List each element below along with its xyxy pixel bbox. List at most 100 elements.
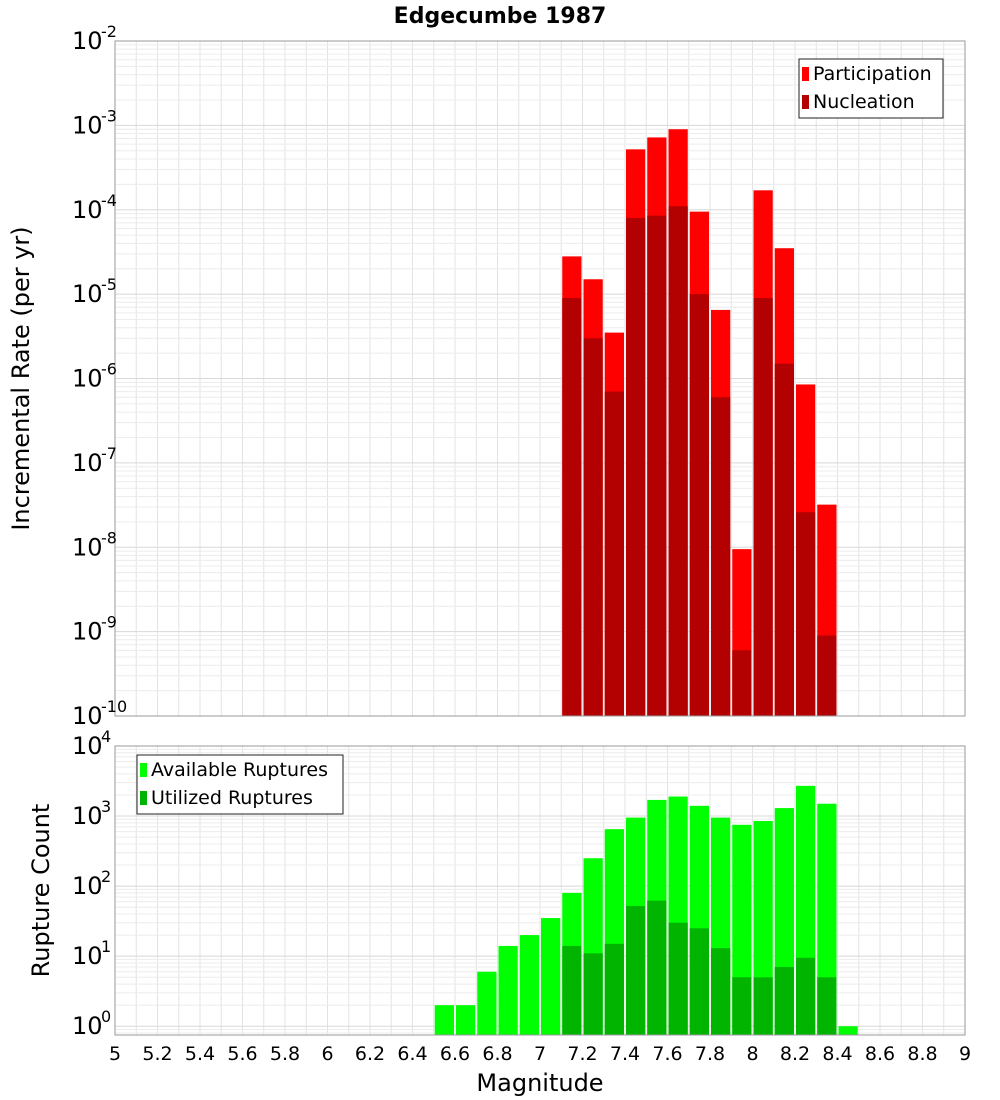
x-tick-label: 5.8 bbox=[270, 1043, 300, 1065]
y-tick-label: 10 bbox=[72, 942, 103, 970]
y-tick-label: 10 bbox=[72, 1012, 103, 1040]
bar-nucleation bbox=[774, 363, 794, 716]
y-tick-label: 10 bbox=[72, 702, 103, 730]
x-tick-label: 6.6 bbox=[440, 1043, 470, 1065]
y-tick-label: 10 bbox=[72, 280, 103, 308]
bar-utilized-ruptures bbox=[796, 957, 816, 1035]
x-tick-label: 5.2 bbox=[142, 1043, 172, 1065]
y-tick-label: 10 bbox=[72, 365, 103, 393]
y-tick-exponent: -8 bbox=[101, 528, 117, 547]
y-tick-exponent: 0 bbox=[101, 1007, 111, 1026]
bar-nucleation bbox=[711, 397, 731, 716]
bar-nucleation bbox=[796, 512, 816, 716]
rate-grid bbox=[114, 41, 966, 717]
legend-swatch bbox=[802, 67, 809, 81]
y-tick-label: 10 bbox=[72, 732, 103, 760]
y-tick-exponent: -6 bbox=[101, 360, 117, 379]
y-tick-exponent: 1 bbox=[101, 937, 111, 956]
bar-utilized-ruptures bbox=[604, 943, 624, 1035]
bar-nucleation bbox=[689, 294, 709, 716]
legend-swatch bbox=[802, 95, 809, 109]
bar-nucleation bbox=[817, 635, 837, 716]
bar-utilized-ruptures bbox=[753, 977, 773, 1035]
bar-available-ruptures bbox=[838, 1026, 858, 1035]
rate-legend[interactable]: Participation Nucleation bbox=[798, 58, 944, 119]
x-tick-label: 9 bbox=[959, 1043, 971, 1065]
y-tick-exponent: -5 bbox=[101, 275, 117, 294]
x-tick-label: 8.2 bbox=[780, 1043, 810, 1065]
x-tick-label: 7.6 bbox=[652, 1043, 682, 1065]
rate-bars bbox=[562, 129, 837, 717]
y-tick-exponent: -10 bbox=[101, 697, 127, 716]
bar-utilized-ruptures bbox=[732, 977, 752, 1035]
bar-nucleation bbox=[626, 217, 646, 716]
y-tick-exponent: 3 bbox=[101, 797, 111, 816]
bar-nucleation bbox=[604, 391, 624, 716]
bar-available-ruptures bbox=[519, 935, 539, 1035]
legend-swatch bbox=[140, 763, 147, 777]
bar-nucleation bbox=[562, 297, 582, 716]
x-tick-label: 8.8 bbox=[907, 1043, 937, 1065]
y-tick-label: 10 bbox=[72, 618, 103, 646]
y-tick-label: 10 bbox=[72, 872, 103, 900]
legend-label: Participation bbox=[813, 63, 932, 85]
rate-y-axis-label: Incremental Rate (per yr) bbox=[7, 226, 35, 530]
bar-available-ruptures bbox=[498, 945, 518, 1035]
count-y-axis-label: Rupture Count bbox=[27, 804, 55, 978]
x-tick-label: 7.8 bbox=[695, 1043, 725, 1065]
bar-available-ruptures bbox=[817, 803, 837, 1035]
rate-plot-frame bbox=[114, 40, 966, 717]
x-tick-label: 6 bbox=[321, 1043, 333, 1065]
bar-nucleation bbox=[647, 215, 667, 717]
y-tick-label: 10 bbox=[72, 27, 103, 55]
bar-utilized-ruptures bbox=[668, 922, 688, 1035]
x-axis-label: Magnitude bbox=[476, 1069, 603, 1097]
count-plot-frame bbox=[114, 745, 966, 1036]
y-tick-label: 10 bbox=[72, 196, 103, 224]
x-tick-label: 5.6 bbox=[227, 1043, 257, 1065]
x-tick-label: 6.8 bbox=[482, 1043, 512, 1065]
y-tick-exponent: -4 bbox=[101, 191, 117, 210]
y-tick-label: 10 bbox=[72, 111, 103, 139]
bar-utilized-ruptures bbox=[626, 906, 646, 1035]
legend-box bbox=[798, 58, 944, 119]
x-tick-label: 8 bbox=[746, 1043, 758, 1065]
bar-utilized-ruptures bbox=[711, 948, 731, 1035]
x-tick-label: 8.4 bbox=[822, 1043, 852, 1065]
y-tick-label: 10 bbox=[72, 449, 103, 477]
x-tick-label: 5 bbox=[109, 1043, 121, 1065]
chart-title: Edgecumbe 1987 bbox=[394, 4, 607, 29]
legend-swatch bbox=[140, 791, 147, 805]
x-tick-label: 7.2 bbox=[567, 1043, 597, 1065]
x-tick-label: 5.4 bbox=[185, 1043, 215, 1065]
x-tick-label: 7.4 bbox=[610, 1043, 640, 1065]
magnitude-x-ticks: 5 5.2 5.4 5.6 5.8 6 6.2 6.4 6.6 6.8 7 7.2 7.4 7.6 7.8 8… bbox=[109, 1043, 971, 1065]
bar-utilized-ruptures bbox=[774, 967, 794, 1035]
y-tick-label: 10 bbox=[72, 533, 103, 561]
x-tick-label: 8.6 bbox=[865, 1043, 895, 1065]
bar-available-ruptures bbox=[541, 918, 561, 1035]
x-tick-label: 7 bbox=[534, 1043, 546, 1065]
legend-label: Nucleation bbox=[813, 91, 915, 113]
x-tick-label: 6.2 bbox=[355, 1043, 385, 1065]
y-tick-exponent: -7 bbox=[101, 444, 117, 463]
y-tick-exponent: 2 bbox=[101, 867, 111, 886]
y-tick-exponent: -2 bbox=[101, 22, 117, 41]
bar-available-ruptures bbox=[477, 971, 497, 1035]
y-tick-label: 10 bbox=[72, 802, 103, 830]
bar-utilized-ruptures bbox=[689, 928, 709, 1035]
y-tick-exponent: -9 bbox=[101, 613, 117, 632]
bar-available-ruptures bbox=[456, 1005, 476, 1035]
bar-utilized-ruptures bbox=[562, 945, 582, 1035]
count-legend[interactable]: Available Ruptures Utilized Ruptures bbox=[136, 754, 344, 815]
bar-nucleation bbox=[583, 338, 603, 716]
bar-available-ruptures bbox=[434, 1005, 454, 1035]
legend-label: Utilized Ruptures bbox=[151, 787, 313, 809]
legend-label: Available Ruptures bbox=[151, 759, 328, 781]
bar-nucleation bbox=[753, 297, 773, 716]
